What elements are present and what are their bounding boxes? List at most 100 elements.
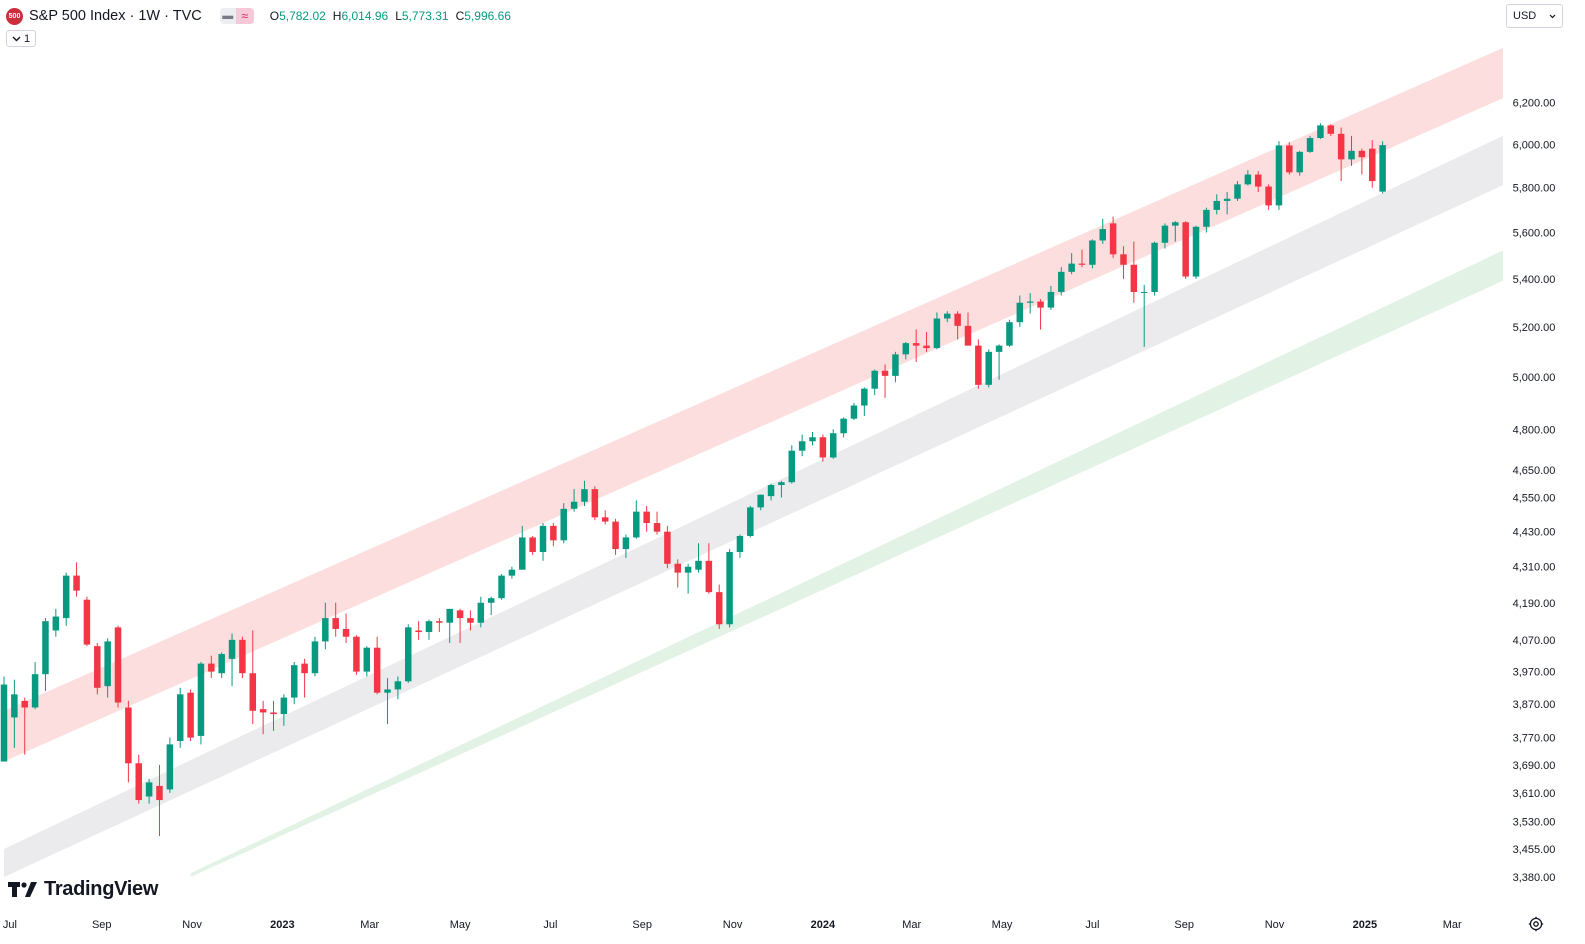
candle-body: [570, 501, 578, 509]
candle-body: [975, 345, 982, 385]
candle: [933, 312, 941, 350]
candle: [0, 676, 8, 762]
candle: [21, 697, 28, 755]
candle-body: [322, 618, 329, 642]
candle-body: [736, 535, 744, 552]
candle-body: [11, 694, 18, 718]
candle-body: [871, 370, 878, 389]
candle: [1327, 124, 1335, 136]
price-tick-label: 5,200.00: [1513, 322, 1556, 334]
candle-body: [715, 592, 723, 625]
tradingview-logo-icon: [8, 882, 37, 897]
candle: [249, 630, 257, 725]
price-tick-label: 3,380.00: [1513, 872, 1556, 884]
candle: [228, 633, 236, 687]
candle: [591, 486, 599, 521]
candle: [633, 500, 640, 539]
candle-body: [52, 616, 60, 631]
candle: [1358, 148, 1366, 175]
candle-body: [1244, 174, 1252, 185]
candle-body: [1192, 226, 1200, 277]
candle: [1254, 171, 1262, 193]
candle: [42, 618, 49, 692]
candle-body: [1047, 291, 1055, 308]
candle-body: [259, 709, 267, 713]
candle: [892, 351, 899, 383]
time-tick-label: Nov: [723, 919, 743, 931]
candlestick-series: [0, 123, 1386, 837]
candle-body: [747, 507, 754, 536]
candle-body: [436, 621, 443, 623]
candle: [1265, 184, 1272, 210]
candle-body: [892, 354, 899, 376]
candle-body: [912, 343, 920, 346]
chart-mode-toggle[interactable]: ▬ ≈: [219, 8, 254, 24]
candle: [798, 434, 806, 457]
candle: [1223, 192, 1231, 215]
candle-body: [684, 566, 692, 573]
candle: [715, 584, 723, 629]
symbol-badge-icon[interactable]: 500: [6, 7, 23, 25]
candle: [1099, 218, 1106, 244]
tradingview-logo[interactable]: TradingView: [8, 878, 158, 901]
approx-icon[interactable]: ≈: [235, 8, 254, 24]
candle: [850, 402, 858, 420]
candle: [446, 608, 453, 643]
candle: [467, 610, 474, 631]
candle: [62, 572, 70, 626]
candle-body: [933, 318, 941, 349]
candle: [1006, 319, 1013, 347]
minus-icon[interactable]: ▬: [222, 10, 234, 22]
symbol-title[interactable]: S&P 500 Index · 1W · TVC: [29, 8, 202, 24]
indicator-collapse-button[interactable]: 1: [6, 30, 36, 47]
candle: [954, 311, 961, 340]
open-label: O: [269, 9, 280, 23]
candle-body: [726, 551, 733, 625]
price-axis[interactable]: 3,380.00 3,455.00 3,530.00 3,610.00 3,690.00…: [1513, 98, 1556, 884]
high-label: H: [332, 9, 342, 23]
candle: [52, 608, 60, 637]
candle: [145, 778, 153, 804]
settings-gear-icon[interactable]: [1527, 915, 1545, 933]
band-lower: [190, 250, 1503, 877]
candle-body: [508, 569, 516, 576]
time-tick-label: May: [992, 919, 1013, 931]
candle: [757, 494, 764, 511]
time-tick-label: Sep: [1174, 919, 1194, 931]
price-tick-label: 4,800.00: [1513, 424, 1556, 436]
candle-body: [1026, 301, 1034, 303]
symbol-header: 500 S&P 500 Index · 1W · TVC ▬ ≈ O5,782.…: [6, 5, 511, 27]
candle: [1286, 142, 1293, 175]
candle-body: [1337, 133, 1345, 160]
candle-body: [653, 523, 661, 532]
candle: [166, 737, 174, 793]
candle-body: [62, 575, 70, 619]
candle-body: [581, 489, 588, 502]
candle-body: [1089, 240, 1096, 265]
price-tick-label: 6,200.00: [1513, 98, 1556, 110]
candle: [114, 625, 122, 708]
candle: [736, 534, 744, 558]
time-axis[interactable]: Jul Sep Nov 2023 Mar May Jul Sep Nov 2024 Mar May Ju…: [3, 919, 1462, 931]
candle-body: [467, 618, 474, 623]
candle-body: [197, 663, 205, 736]
candle: [643, 505, 650, 532]
candle: [747, 505, 754, 538]
candle: [1275, 141, 1283, 210]
candle: [1203, 207, 1210, 233]
candle: [31, 662, 39, 710]
candle: [840, 417, 847, 438]
candle: [11, 679, 18, 748]
candle-body: [705, 560, 713, 593]
candle-body: [1234, 184, 1241, 199]
currency-selector[interactable]: USD: [1506, 4, 1563, 28]
candle: [985, 349, 992, 388]
candle-body: [42, 621, 49, 675]
candle: [280, 694, 288, 726]
candle: [135, 754, 143, 804]
indicator-count: 1: [23, 32, 31, 45]
band-middle: [4, 135, 1503, 877]
candle: [1161, 223, 1169, 249]
currency-label: USD: [1513, 10, 1537, 22]
